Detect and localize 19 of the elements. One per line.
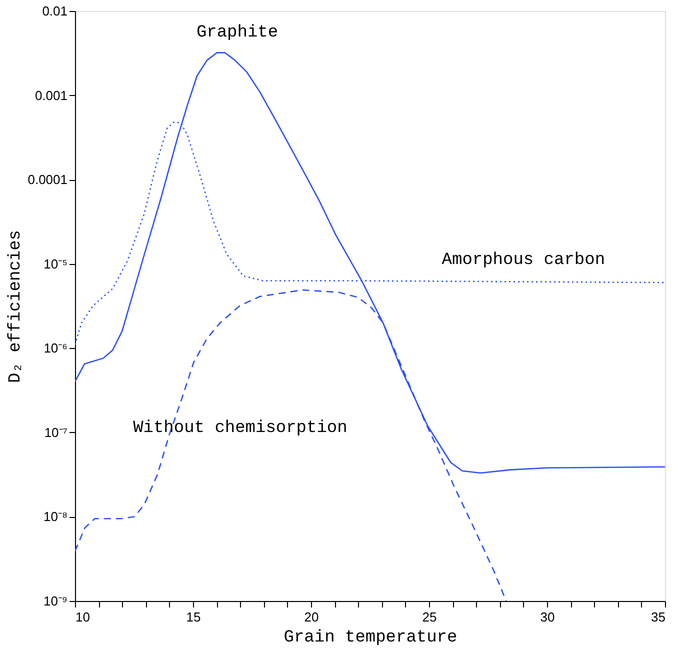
x-tick-label: 30	[540, 610, 555, 624]
y-axis-title: D₂ efficiencies	[6, 230, 26, 384]
series-label: Graphite	[196, 24, 278, 43]
x-tick-label: 35	[651, 610, 666, 624]
y-tick-label: 10⁻⁷	[44, 424, 68, 440]
series-label: Amorphous carbon	[442, 250, 606, 270]
y-tick-label: 0.001	[34, 88, 68, 103]
y-tick-label: 0.01	[42, 4, 68, 18]
y-tick-label: 0.0001	[28, 172, 68, 188]
x-tick-label: 10	[76, 610, 90, 624]
y-tick-label: 10⁻⁹	[43, 594, 68, 608]
x-tick-label: 20	[304, 610, 319, 624]
series-label: Without chemisorption	[133, 418, 348, 438]
x-tick-label: 25	[422, 610, 437, 624]
x-tick-label: 15	[186, 610, 201, 624]
y-tick-label: 10⁻⁶	[44, 340, 68, 356]
x-axis-title: Grain temperature	[284, 628, 458, 648]
y-tick-label: 10⁻⁵	[44, 256, 68, 272]
y-tick-label: 10⁻⁸	[44, 509, 68, 524]
